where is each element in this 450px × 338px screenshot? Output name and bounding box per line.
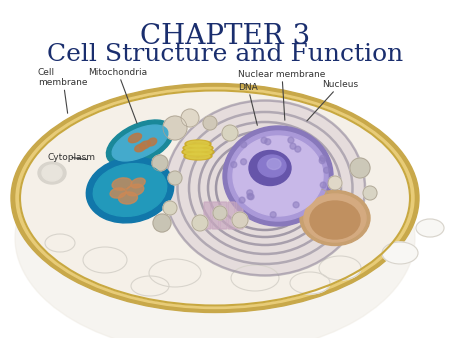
FancyBboxPatch shape (212, 202, 219, 229)
Circle shape (270, 212, 276, 218)
Ellipse shape (42, 165, 62, 181)
Text: Cell Structure and Function: Cell Structure and Function (47, 43, 403, 66)
Text: Nucleus: Nucleus (307, 80, 358, 121)
Ellipse shape (185, 145, 211, 151)
Text: DNA: DNA (238, 83, 258, 125)
Ellipse shape (186, 153, 210, 159)
Circle shape (168, 171, 182, 185)
Ellipse shape (45, 234, 75, 252)
Circle shape (241, 142, 247, 148)
Ellipse shape (382, 242, 418, 264)
Ellipse shape (249, 150, 291, 186)
Circle shape (232, 212, 248, 228)
Ellipse shape (182, 148, 214, 156)
Circle shape (203, 116, 217, 130)
Ellipse shape (38, 162, 66, 184)
Ellipse shape (231, 265, 279, 291)
Circle shape (293, 202, 299, 208)
Ellipse shape (128, 133, 142, 143)
Ellipse shape (304, 194, 366, 242)
Ellipse shape (135, 144, 145, 152)
Ellipse shape (140, 141, 151, 149)
Ellipse shape (310, 201, 360, 239)
Ellipse shape (11, 83, 419, 313)
Circle shape (342, 200, 358, 216)
Circle shape (248, 194, 254, 200)
Ellipse shape (112, 178, 132, 190)
Ellipse shape (290, 272, 330, 294)
Circle shape (239, 197, 245, 203)
Circle shape (363, 186, 377, 200)
Ellipse shape (184, 149, 212, 155)
Ellipse shape (267, 159, 281, 169)
Ellipse shape (20, 91, 410, 306)
Circle shape (222, 125, 238, 141)
Circle shape (163, 116, 187, 140)
Ellipse shape (258, 155, 286, 177)
Ellipse shape (106, 120, 174, 166)
Ellipse shape (185, 140, 211, 148)
Circle shape (231, 162, 237, 168)
Circle shape (288, 137, 294, 143)
Circle shape (324, 167, 329, 173)
Circle shape (181, 109, 199, 127)
Text: Cytoplasm: Cytoplasm (48, 153, 96, 162)
Ellipse shape (300, 191, 370, 245)
Ellipse shape (131, 178, 145, 188)
Circle shape (320, 182, 326, 188)
Text: Cell
membrane: Cell membrane (38, 68, 87, 113)
Ellipse shape (86, 157, 174, 223)
Circle shape (152, 155, 168, 171)
Ellipse shape (131, 276, 169, 296)
Circle shape (247, 190, 253, 196)
Circle shape (350, 158, 370, 178)
FancyBboxPatch shape (204, 202, 211, 229)
Ellipse shape (149, 259, 201, 287)
Circle shape (265, 139, 271, 145)
Text: Nuclear membrane: Nuclear membrane (238, 70, 326, 120)
Circle shape (247, 193, 253, 199)
FancyBboxPatch shape (228, 202, 235, 229)
Ellipse shape (112, 125, 168, 161)
Circle shape (328, 176, 342, 190)
Ellipse shape (16, 88, 414, 309)
Ellipse shape (126, 184, 144, 196)
Circle shape (320, 155, 326, 162)
Ellipse shape (319, 256, 361, 280)
Circle shape (192, 215, 208, 231)
Circle shape (241, 159, 247, 165)
Ellipse shape (183, 144, 213, 152)
Ellipse shape (118, 192, 138, 204)
Ellipse shape (233, 136, 323, 216)
Circle shape (163, 201, 177, 215)
Text: Mitochondria: Mitochondria (89, 68, 148, 123)
Ellipse shape (223, 126, 333, 226)
Ellipse shape (187, 141, 209, 147)
Circle shape (153, 214, 171, 232)
Circle shape (261, 137, 267, 143)
Ellipse shape (93, 164, 166, 216)
FancyBboxPatch shape (220, 202, 227, 229)
Circle shape (319, 158, 325, 164)
Ellipse shape (110, 188, 126, 198)
Circle shape (213, 206, 227, 220)
Ellipse shape (184, 152, 212, 160)
Ellipse shape (83, 247, 127, 273)
Ellipse shape (416, 219, 444, 237)
Ellipse shape (147, 138, 157, 146)
Ellipse shape (228, 131, 328, 221)
FancyBboxPatch shape (236, 202, 243, 229)
Circle shape (295, 146, 301, 152)
Circle shape (290, 143, 296, 149)
Ellipse shape (15, 121, 415, 338)
Circle shape (311, 189, 329, 207)
Text: CHAPTER 3: CHAPTER 3 (140, 23, 310, 50)
Ellipse shape (165, 100, 365, 275)
